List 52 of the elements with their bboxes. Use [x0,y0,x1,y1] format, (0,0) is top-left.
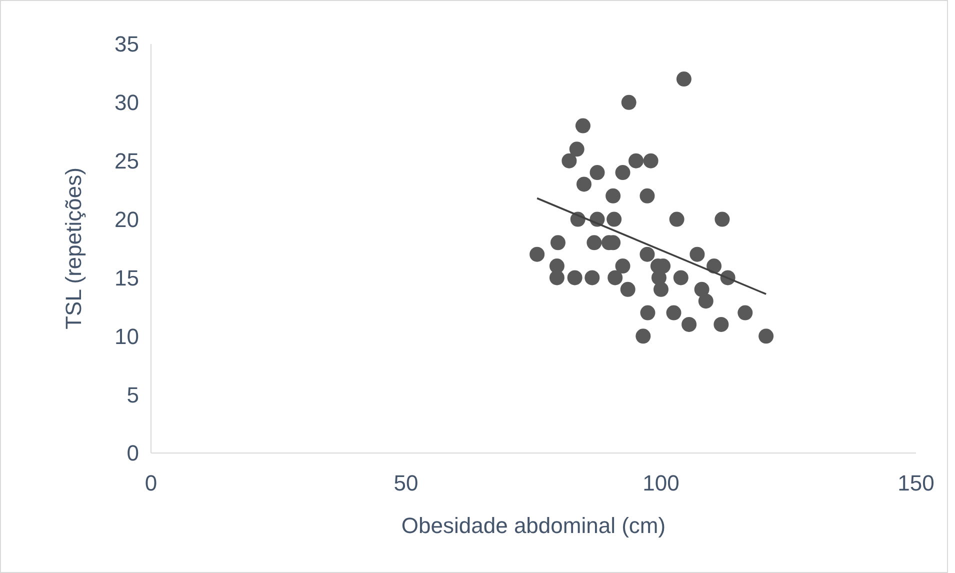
point [706,258,722,274]
point [714,316,729,332]
x-axis-title: Obesidade abdominal (cm) [401,513,666,538]
point [694,282,710,297]
point [606,188,621,204]
point [590,165,605,180]
x-tick-label: 0 [144,470,158,496]
point [569,142,584,157]
point [615,165,630,180]
point [666,305,682,320]
point [669,212,684,227]
point [621,94,636,110]
x-tick-label: 50 [394,470,418,496]
point [606,212,622,227]
point [682,316,697,332]
y-tick-label: 30 [114,90,139,116]
point [567,270,582,286]
point [643,153,658,168]
point [550,235,566,250]
point [575,118,590,134]
y-tick-label: 0 [126,440,139,466]
x-tick-label: 100 [642,470,680,496]
point [673,270,688,286]
point [640,188,655,204]
point [676,72,692,87]
point [615,258,630,274]
point [628,153,644,168]
point [549,270,564,286]
y-tick-label: 20 [114,206,139,232]
point [608,270,623,286]
point [562,153,577,168]
point [654,282,668,297]
point [576,176,592,192]
y-tick-label: 10 [114,324,139,349]
point [584,270,600,286]
y-tick-label: 25 [114,148,139,174]
point [690,246,705,262]
y-tick-label: 5 [126,382,139,408]
point [530,246,545,262]
point [758,328,774,344]
y-tick-label: 35 [114,32,139,57]
y-tick-label: 15 [114,265,139,290]
point [620,282,636,297]
point [698,294,714,309]
point [586,235,602,250]
point [640,305,656,320]
point [738,305,753,320]
x-tick-label: 150 [898,470,934,496]
point [640,246,655,262]
y-axis-title: TSL (repetições) [61,168,86,330]
point [636,328,651,344]
point [714,212,730,227]
